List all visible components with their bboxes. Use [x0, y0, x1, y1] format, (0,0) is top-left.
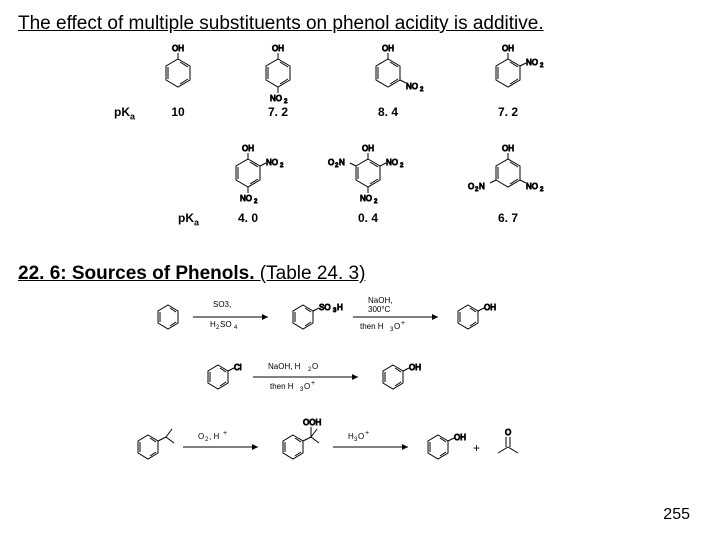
svg-text:2: 2 [400, 163, 404, 169]
svg-text:OH: OH [272, 44, 284, 53]
pka-val-7: 6. 7 [478, 211, 538, 225]
svg-text:SO: SO [319, 303, 331, 312]
svg-text:then H: then H [360, 322, 384, 331]
svg-text:+: + [401, 320, 405, 327]
svg-text:2: 2 [280, 163, 284, 169]
schemes-svg: SO3, H2SO4 SO3H NaOH, 300°C then H3O+ OH [18, 289, 702, 484]
svg-text:OH: OH [502, 44, 514, 53]
pka-val-1: 10 [148, 105, 208, 119]
svg-text:+: + [365, 430, 369, 437]
svg-text:+: + [473, 441, 480, 455]
svg-text:O: O [304, 382, 310, 391]
svg-text:NO: NO [526, 58, 538, 67]
svg-text:2: 2 [540, 63, 544, 69]
svg-text:O: O [198, 432, 204, 441]
svg-text:NO: NO [526, 182, 538, 191]
svg-text:OH: OH [172, 44, 184, 53]
svg-text:+: + [223, 430, 227, 437]
svg-text:H: H [337, 303, 343, 312]
pka-label-row1: pKa [114, 105, 135, 121]
svg-text:, H: , H [209, 432, 219, 441]
pka-label-row2: pKa [178, 211, 199, 227]
phenol-sources-figure: SO3, H2SO4 SO3H NaOH, 300°C then H3O+ OH [18, 289, 702, 484]
svg-text:OH: OH [242, 144, 254, 153]
svg-text:O: O [468, 182, 474, 191]
svg-text:2: 2 [374, 199, 378, 205]
svg-text:300°C: 300°C [368, 305, 391, 314]
svg-text:+: + [311, 380, 315, 387]
svg-text:N: N [339, 158, 345, 167]
svg-text:NaOH,: NaOH, [368, 296, 392, 305]
svg-text:then H: then H [270, 382, 294, 391]
svg-text:OH: OH [454, 433, 466, 442]
svg-text:2: 2 [254, 199, 258, 205]
section-heading: 22. 6: Sources of Phenols. (Table 24. 3) [18, 263, 702, 285]
svg-text:Cl: Cl [234, 363, 242, 372]
svg-text:2: 2 [540, 187, 544, 193]
svg-text:SO3,: SO3, [213, 300, 231, 309]
svg-text:OH: OH [382, 44, 394, 53]
svg-text:NO: NO [360, 194, 372, 203]
svg-text:SO: SO [220, 320, 232, 329]
svg-text:OH: OH [502, 144, 514, 153]
svg-text:OH: OH [484, 303, 496, 312]
svg-text:OH: OH [362, 144, 374, 153]
svg-text:O: O [312, 362, 318, 371]
page-number: 255 [663, 506, 690, 524]
svg-text:NO: NO [240, 194, 252, 203]
svg-text:O: O [505, 428, 511, 437]
pka-val-3: 8. 4 [358, 105, 418, 119]
svg-text:O: O [358, 432, 364, 441]
svg-text:4: 4 [234, 325, 238, 331]
svg-text:N: N [479, 182, 485, 191]
svg-text:NO: NO [386, 158, 398, 167]
pka-val-5: 4. 0 [218, 211, 278, 225]
phenol-pka-figure: OH OH NO2 OH NO2 OH NO2 [18, 43, 702, 253]
pka-val-6: 0. 4 [338, 211, 398, 225]
additivity-statement: The effect of multiple substituents on p… [18, 12, 702, 37]
svg-text:NaOH, H: NaOH, H [268, 362, 301, 371]
svg-text:NO: NO [406, 82, 418, 91]
pka-val-4: 7. 2 [478, 105, 538, 119]
svg-text:OOH: OOH [303, 418, 321, 427]
svg-text:OH: OH [409, 363, 421, 372]
pka-val-2: 7. 2 [248, 105, 308, 119]
svg-text:O: O [394, 322, 400, 331]
svg-text:2: 2 [420, 87, 424, 93]
svg-text:O: O [328, 158, 334, 167]
svg-text:NO: NO [266, 158, 278, 167]
svg-text:NO: NO [270, 94, 282, 103]
